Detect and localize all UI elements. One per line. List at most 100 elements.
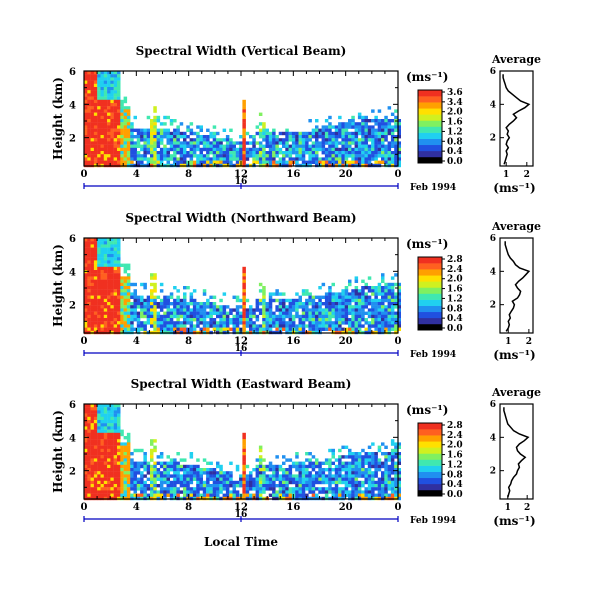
heatmap-cell bbox=[156, 115, 161, 120]
heatmap-cell bbox=[126, 452, 131, 456]
colorbar-tick-label: 3.4 bbox=[447, 98, 463, 108]
heatmap-cell bbox=[315, 493, 319, 497]
heatmap-cell bbox=[371, 298, 375, 303]
heatmap-cell bbox=[315, 474, 319, 478]
heatmap-cell bbox=[212, 295, 217, 299]
heatmap-cell bbox=[354, 305, 359, 309]
heatmap-cell bbox=[222, 474, 227, 478]
heatmap-cell bbox=[371, 144, 375, 148]
heatmap-cell bbox=[394, 125, 398, 129]
heatmap-cell bbox=[229, 318, 233, 322]
heatmap-cell bbox=[311, 321, 316, 325]
heatmap-cell bbox=[255, 493, 260, 497]
heatmap-cell bbox=[107, 273, 111, 277]
heatmap-cell bbox=[150, 321, 154, 325]
heatmap-cell bbox=[361, 455, 365, 459]
heatmap-cell bbox=[258, 298, 263, 303]
heatmap-cell bbox=[87, 318, 91, 322]
heatmap-cell bbox=[321, 468, 326, 472]
heatmap-cell bbox=[97, 74, 101, 78]
heatmap-cell bbox=[87, 487, 91, 491]
heatmap-cell bbox=[90, 276, 95, 280]
heatmap-cell bbox=[222, 493, 227, 497]
heatmap-cell bbox=[334, 125, 339, 129]
heatmap-cell bbox=[239, 321, 243, 325]
heatmap-cell bbox=[361, 461, 365, 465]
heatmap-cell bbox=[298, 461, 302, 465]
heatmap-cell bbox=[285, 138, 289, 142]
heatmap-cell bbox=[146, 157, 151, 161]
x-tick-label: 12 bbox=[234, 169, 248, 180]
heatmap-cell bbox=[153, 273, 157, 277]
heatmap-cell bbox=[123, 445, 128, 449]
heatmap-cell bbox=[166, 141, 170, 145]
heatmap-cell bbox=[126, 263, 131, 267]
heatmap-cell bbox=[390, 298, 395, 303]
heatmap-cell bbox=[199, 327, 203, 331]
heatmap-cell bbox=[143, 135, 147, 139]
heatmap-cell bbox=[308, 487, 312, 491]
heatmap-cell bbox=[153, 308, 157, 312]
heatmap-cell bbox=[272, 144, 276, 148]
heatmap-cell bbox=[255, 160, 260, 164]
heatmap-cell bbox=[146, 115, 151, 120]
heatmap-cell bbox=[324, 314, 329, 319]
heatmap-cell bbox=[344, 289, 349, 293]
heatmap-cell bbox=[97, 83, 101, 88]
heatmap-cell bbox=[318, 128, 322, 132]
heatmap-cell bbox=[117, 119, 121, 123]
heatmap-cell bbox=[90, 122, 95, 126]
heatmap-cell bbox=[84, 74, 88, 78]
heatmap-cell bbox=[357, 464, 362, 469]
heatmap-cell bbox=[301, 471, 306, 475]
heatmap-cell bbox=[321, 461, 326, 465]
heatmap-cell bbox=[123, 109, 128, 113]
heatmap-cell bbox=[384, 324, 388, 328]
heatmap-cell bbox=[252, 151, 256, 155]
heatmap-cell bbox=[117, 247, 121, 251]
heatmap-cell bbox=[100, 484, 104, 488]
heatmap-cell bbox=[126, 141, 131, 145]
heatmap-cell bbox=[113, 131, 118, 136]
heatmap-cell bbox=[324, 295, 329, 299]
heatmap-cell bbox=[110, 87, 114, 91]
heatmap-cell bbox=[90, 436, 95, 440]
heatmap-cell bbox=[163, 318, 167, 322]
heatmap-cell bbox=[140, 311, 144, 315]
heatmap-cell bbox=[87, 154, 91, 158]
heatmap-cell bbox=[93, 96, 98, 100]
heatmap-cell bbox=[103, 298, 108, 303]
heatmap-cell bbox=[275, 308, 279, 312]
heatmap-cell bbox=[311, 468, 316, 472]
heatmap-cell bbox=[173, 458, 177, 462]
heatmap-cell bbox=[328, 135, 332, 139]
heatmap-cell bbox=[232, 490, 236, 494]
heatmap-cell bbox=[97, 413, 101, 417]
heatmap-cell bbox=[321, 311, 326, 315]
heatmap-cell bbox=[110, 279, 114, 283]
heatmap-cell bbox=[364, 487, 368, 491]
heatmap-cell bbox=[153, 115, 157, 120]
heatmap-cell bbox=[384, 464, 388, 469]
heatmap-cell bbox=[377, 128, 382, 132]
heatmap-cell bbox=[87, 448, 91, 453]
heatmap-cell bbox=[150, 135, 154, 139]
heatmap-cell bbox=[328, 144, 332, 148]
heatmap-cell bbox=[285, 160, 289, 164]
heatmap-cell bbox=[192, 131, 197, 136]
heatmap-cell bbox=[159, 305, 164, 309]
heatmap-cell bbox=[361, 448, 365, 453]
heatmap-cell bbox=[123, 128, 128, 132]
heatmap-cell bbox=[338, 487, 342, 491]
heatmap-cell bbox=[93, 238, 98, 242]
heatmap-cell bbox=[126, 289, 131, 293]
heatmap-cell bbox=[265, 318, 269, 322]
heatmap-cell bbox=[321, 144, 326, 148]
heatmap-cell bbox=[397, 298, 401, 303]
heatmap-cell bbox=[189, 141, 194, 145]
heatmap-cell bbox=[387, 298, 392, 303]
heatmap-cell bbox=[130, 295, 134, 299]
heatmap-cell bbox=[117, 442, 121, 446]
heatmap-cell bbox=[163, 493, 167, 497]
heatmap-cell bbox=[87, 106, 91, 110]
